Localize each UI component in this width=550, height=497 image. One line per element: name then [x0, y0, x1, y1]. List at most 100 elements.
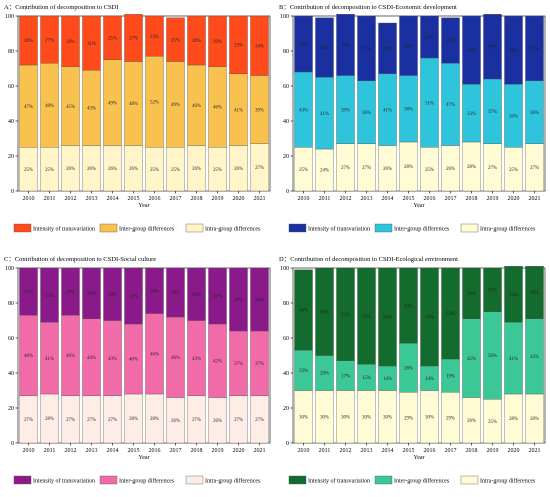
data-label: 37% — [234, 362, 243, 367]
bar-segment — [504, 15, 523, 85]
y-tick-label: 100 — [280, 266, 289, 272]
bar-segment — [462, 15, 481, 85]
x-tick-label: 2013 — [86, 448, 98, 454]
data-label: 37% — [362, 47, 371, 52]
data-label: 27% — [255, 418, 264, 423]
data-label: 55% — [362, 315, 371, 320]
data-label: 27% — [255, 166, 264, 171]
data-label: 25% — [425, 168, 434, 173]
y-tick-label: 40 — [283, 371, 289, 377]
data-label: 25% — [45, 168, 54, 173]
legend-label: Inter-group differences — [119, 478, 175, 485]
data-label: 28% — [530, 417, 539, 422]
x-tick-label: 2013 — [86, 196, 98, 202]
legend-swatch — [460, 223, 479, 233]
bar-segment — [61, 15, 80, 67]
data-label: 40% — [129, 358, 138, 363]
data-label: 29% — [213, 40, 222, 45]
data-label: 46% — [24, 354, 33, 359]
y-tick-label: 0 — [11, 189, 14, 195]
plot-frame — [17, 15, 271, 192]
data-label: 25% — [24, 168, 33, 173]
data-label: 28% — [404, 165, 413, 170]
chart-title: D：Contribution of decomposition to CSDI-… — [279, 256, 458, 263]
legend-label: Intra-group differences — [205, 478, 261, 485]
data-label: 25% — [171, 168, 180, 173]
legend-swatch — [13, 475, 32, 485]
data-label: 52% — [150, 100, 159, 105]
data-label: 46% — [299, 309, 308, 314]
data-label: 33% — [467, 112, 476, 117]
data-label: 26% — [467, 419, 476, 424]
x-tick-label: 2018 — [466, 448, 478, 454]
x-axis-label: Year — [138, 203, 149, 209]
data-label: 27% — [488, 166, 497, 171]
x-axis-label: Year — [138, 455, 149, 461]
legend-label: Inter-group differences — [394, 226, 450, 233]
data-label: 36% — [234, 298, 243, 303]
data-label: 28% — [171, 291, 180, 296]
x-tick-label: 2019 — [487, 448, 499, 454]
data-label: 30% — [192, 293, 201, 298]
chart-title: A：Contribution of decomposition to CSDI — [4, 4, 118, 11]
data-label: 43% — [108, 357, 117, 362]
y-tick-label: 0 — [286, 189, 289, 195]
data-label: 32% — [509, 293, 518, 298]
bar-segment — [82, 267, 101, 319]
data-label: 25% — [171, 38, 180, 43]
y-tick-label: 0 — [11, 441, 14, 447]
data-label: 25% — [488, 420, 497, 425]
legend-swatch — [185, 223, 204, 233]
x-tick-label: 2020 — [233, 196, 245, 202]
data-label: 24% — [320, 169, 329, 174]
y-tick-label: 60 — [8, 336, 14, 342]
bar-segment — [229, 15, 248, 74]
data-label: 27% — [66, 418, 75, 423]
bar-segment — [483, 267, 502, 312]
y-tick-label: 20 — [283, 406, 289, 412]
bar-segment — [525, 266, 544, 319]
x-tick-label: 2014 — [107, 448, 119, 454]
data-label: 26% — [66, 167, 75, 172]
bar-segment — [336, 267, 355, 361]
data-label: 28% — [192, 39, 201, 44]
bar-segment — [441, 267, 460, 360]
data-label: 19% — [446, 374, 455, 379]
bar-segment — [336, 14, 355, 76]
data-label: 37% — [488, 45, 497, 50]
bar-segment — [229, 267, 248, 332]
legend-swatch — [374, 223, 393, 233]
bar-segment — [124, 267, 143, 325]
bar-segment — [166, 267, 185, 318]
data-label: 29% — [467, 292, 476, 297]
data-label: 46% — [213, 106, 222, 111]
data-label: 29% — [66, 40, 75, 45]
data-label: 41% — [234, 108, 243, 113]
data-label: 23% — [150, 35, 159, 40]
x-tick-label: 2016 — [149, 448, 161, 454]
data-label: 27% — [234, 418, 243, 423]
x-tick-label: 2010 — [23, 448, 35, 454]
bar-segment — [250, 267, 269, 332]
y-tick-label: 0 — [286, 441, 289, 447]
bar-segment — [294, 269, 313, 351]
data-label: 43% — [299, 108, 308, 113]
bar-segment — [208, 267, 227, 325]
x-tick-label: 2020 — [508, 448, 520, 454]
data-label: 25% — [150, 168, 159, 173]
panel-a: A：Contribution of decomposition to CSDI 0… — [0, 0, 275, 245]
x-tick-label: 2013 — [361, 196, 373, 202]
legend-label: Intensity of transvariation — [308, 478, 370, 485]
y-tick-label: 100 — [5, 14, 14, 20]
bar-segment — [315, 17, 334, 78]
chart-title: C：Contribution of decomposition to CSDI-… — [4, 256, 156, 263]
data-label: 30% — [108, 293, 117, 298]
plot-frame — [292, 267, 546, 444]
data-label: 26% — [87, 167, 96, 172]
data-label: 29% — [404, 416, 413, 421]
bar-segment — [145, 267, 164, 314]
data-label: 23% — [299, 369, 308, 374]
data-label: 49% — [108, 101, 117, 106]
x-tick-label: 2011 — [44, 196, 56, 202]
data-label: 47% — [446, 103, 455, 108]
